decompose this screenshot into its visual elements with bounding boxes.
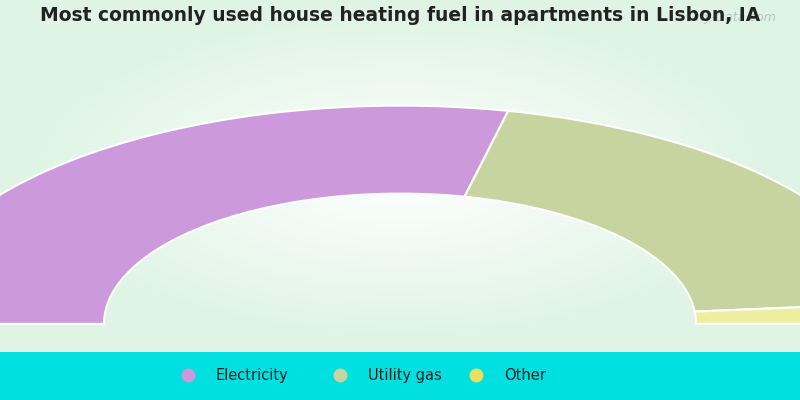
Text: Utility gas: Utility gas	[368, 368, 442, 382]
Text: City-Data.com: City-Data.com	[687, 10, 776, 24]
Wedge shape	[0, 106, 508, 324]
Text: Electricity: Electricity	[216, 368, 289, 382]
Text: Most commonly used house heating fuel in apartments in Lisbon, IA: Most commonly used house heating fuel in…	[40, 6, 760, 25]
Wedge shape	[465, 111, 800, 312]
Text: Other: Other	[504, 368, 546, 382]
Wedge shape	[694, 303, 800, 324]
